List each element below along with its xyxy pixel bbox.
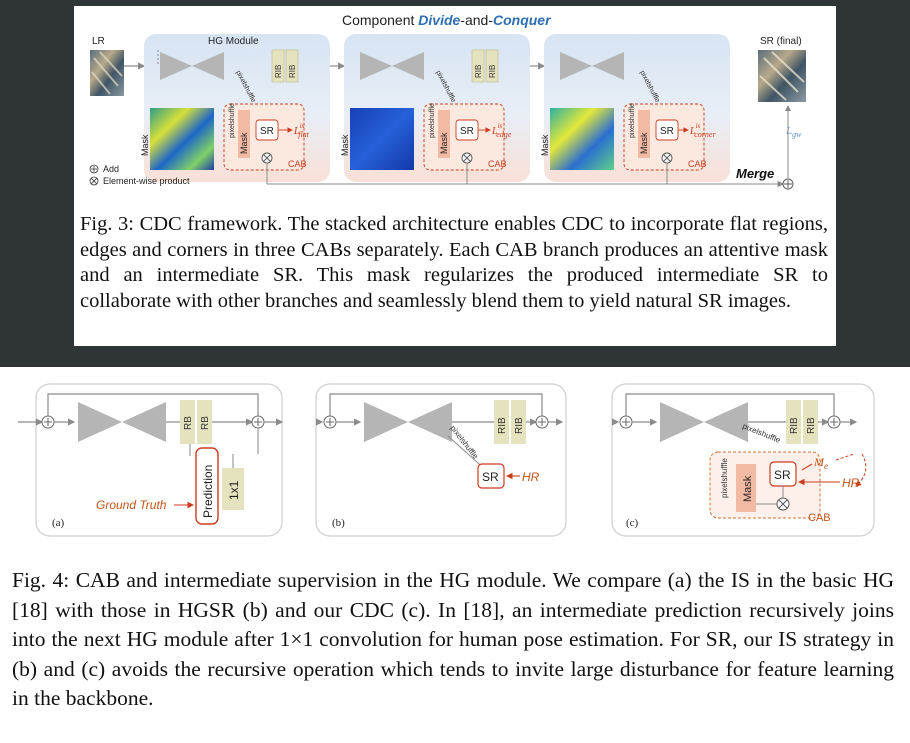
svg-text:SR: SR [774,468,791,482]
legend-product-label: Element-wise product [103,176,190,186]
rib-block: RIB [274,65,283,78]
legend-add-label: Add [103,164,119,174]
rib-block: RIB [497,417,508,434]
sr-final-label: SR (final) [760,36,802,47]
hg-module-3: pixelshuffle Mask pixelshuffle Mask SR L… [540,34,730,182]
sr-block [477,463,505,489]
figure-3-panel: Component Divide-and-Conquer LR SR (fina… [74,6,836,346]
hr-label: HR [842,476,860,490]
me-label: Me [813,455,828,471]
fig4-panel-a: RB RB Prediction 1x1 Ground Truth (a) [18,383,284,537]
rib-block: RIB [488,65,497,78]
rib-block: RIB [789,417,800,434]
pixelshuffle-label: pixelshuffle [229,103,236,138]
hourglass-shape [560,52,624,80]
mask-block: Mask [639,132,649,154]
hourglass-shape [78,402,166,442]
sr-block: SR [260,126,274,137]
pixelshuffle-label: pixelshuffle [629,103,636,138]
legend: Add Element-wise product [89,164,190,186]
figure-3-caption: Fig. 3: CDC framework. The stacked archi… [80,213,828,312]
loss-edge: Lis edge [491,122,512,139]
panel-label-a: (a) [52,517,65,529]
fig3-title: Component Divide-and-Conquer [342,12,552,28]
hg-module-2: RIB RIB pixelshuffle Mask pixelshuffle M… [340,34,530,182]
mask-label: Mask [140,134,150,156]
rb-block: RB [200,416,211,430]
sr-block: SR [460,126,474,137]
hg-module-1: HG Module RIB RIB pixelshuffle Mask pixe… [140,34,330,182]
conv-1x1-block [222,468,244,510]
hourglass-shape [660,402,748,442]
hg-module-label: HG Module [208,36,259,47]
mask-heatmap-corner [550,108,614,170]
mask-block: Mask [239,132,249,154]
figure-4-caption: Fig. 4: CAB and intermediate supervision… [12,568,894,710]
ground-truth-label: Ground Truth [96,498,167,512]
mask-heatmap-flat [150,108,214,170]
rib-block: RIB [806,417,817,434]
panel-label-b: (b) [332,517,345,529]
pixelshuffle-label: pixelshuffle [429,103,436,138]
hr-label: HR [522,470,540,484]
pixelshuffle-label: pixelshuffle [720,458,729,498]
mask-block: Mask [439,132,449,154]
svg-text:SR: SR [482,470,499,484]
hourglass-shape [364,402,452,442]
mask-label: Mask [540,134,550,156]
svg-text:Prediction: Prediction [201,465,215,518]
mask-label: Mask [340,134,350,156]
lgw-loss: Lgw [785,125,802,139]
rib-block: RIB [514,417,525,434]
cab-label: CAB [688,159,707,169]
cab-label: CAB [488,159,507,169]
merge-label: Merge [736,166,774,181]
lr-label: LR [92,36,105,47]
fig4-panel-c: RIB RIB pixelshuffle pixelshuffle Mask S… [611,383,875,537]
panel-label-c: (c) [626,517,639,529]
loss-corner: Lis corner [689,122,716,139]
rib-block: RIB [288,65,297,78]
loss-flat: Lis flat [293,122,310,139]
prediction-block [195,447,219,525]
cab-label: CAB [288,159,307,169]
cab-label: CAB [808,512,831,524]
hourglass-shape [360,52,424,80]
hourglass-shape [160,52,224,80]
sr-block: SR [660,126,674,137]
rb-block: RB [183,416,194,430]
figure-4-diagram: RB RB Prediction 1x1 Ground Truth (a) RI… [18,383,875,537]
rib-block: RIB [474,65,483,78]
figure-3-diagram: Component Divide-and-Conquer LR SR (fina… [89,12,806,190]
svg-text:Mask: Mask [742,475,754,502]
mask-heatmap-edge [350,108,414,170]
mask-block [736,464,756,512]
svg-text:1x1: 1x1 [227,480,241,500]
fig4-panel-b: RIB RIB pixelshuffle SR HR (b) [315,383,567,537]
